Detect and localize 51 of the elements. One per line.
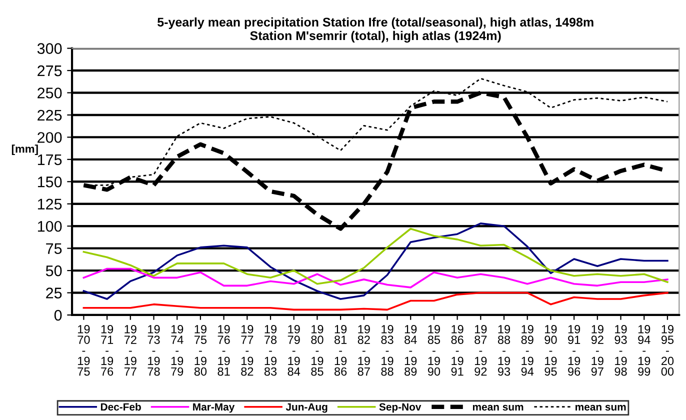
line-series (82, 292, 668, 311)
y-tick-label: 50 (46, 265, 62, 276)
x-tick-label: 1973-1978 (148, 325, 160, 376)
y-axis-title: [mm] (12, 144, 38, 155)
legend-label: Mar-May (193, 403, 235, 413)
x-tick-label: 1970-1975 (78, 325, 90, 376)
line-series (82, 228, 668, 285)
x-tick-label: 1984-1989 (404, 325, 417, 376)
x-tick-label: 1976-1981 (218, 325, 230, 376)
x-tick-label: 1977-1982 (241, 325, 254, 376)
x-tick-label: 1995-2000 (661, 325, 674, 376)
x-tick-label: 1992-1997 (591, 325, 604, 376)
legend-label: mean sum (576, 404, 626, 411)
y-tick-label: 175 (38, 154, 62, 166)
x-tick-label: 1987-1992 (474, 325, 487, 376)
y-tick-label: 275 (38, 65, 62, 76)
x-tick-label: 1986-1991 (451, 325, 464, 376)
legend-label: Sep-Nov (379, 403, 422, 413)
x-tick-label: 1990-1995 (544, 325, 557, 376)
y-tick-label: 250 (38, 88, 62, 98)
y-tick-label: 0 (54, 310, 62, 321)
x-tick-label: 1972-1977 (124, 325, 136, 376)
y-tick-label: 100 (38, 220, 62, 232)
y-tick-label: 200 (38, 132, 62, 143)
x-tick-label: 1975-1980 (194, 325, 207, 376)
x-tick-label: 1988-1993 (498, 325, 510, 376)
x-tick-label: 1974-1979 (171, 325, 184, 376)
y-tick-label: 75 (46, 243, 62, 254)
x-tick-label: 1989-1994 (521, 325, 534, 376)
y-tick-label: 225 (38, 110, 62, 121)
legend-label: Dec-Feb (100, 402, 141, 411)
y-tick-label: 300 (37, 43, 62, 54)
x-tick-label: 1991-1996 (568, 325, 580, 376)
x-tick-label: 1993-1998 (614, 325, 627, 376)
y-tick-label: 125 (38, 198, 62, 210)
x-tick-label: 1982-1987 (358, 325, 370, 376)
x-tick-label: 1981-1986 (334, 325, 347, 376)
x-tick-label: 1983-1988 (381, 325, 394, 376)
x-tick-label: 1994-1999 (638, 325, 650, 376)
x-tick-label: 1980-1985 (311, 325, 324, 376)
chart-title: 5-yearly mean precipitation Station Ifre (total/seasonal), high atlas, 1498m Station M'semrir (total), high atlas (1924m) (158, 17, 594, 43)
legend-label: Jun-Aug (286, 403, 328, 413)
x-tick-label: 1979-1984 (288, 325, 300, 376)
line-series (82, 268, 668, 288)
line-series (82, 222, 668, 300)
x-tick-label: 1985-1990 (428, 325, 440, 376)
x-tick-label: 1971-1976 (101, 325, 114, 376)
x-tick-label: 1978-1983 (264, 325, 277, 376)
y-tick-label: 150 (38, 176, 62, 188)
y-tick-label: 25 (46, 288, 62, 298)
legend-label: mean sum (472, 404, 524, 411)
